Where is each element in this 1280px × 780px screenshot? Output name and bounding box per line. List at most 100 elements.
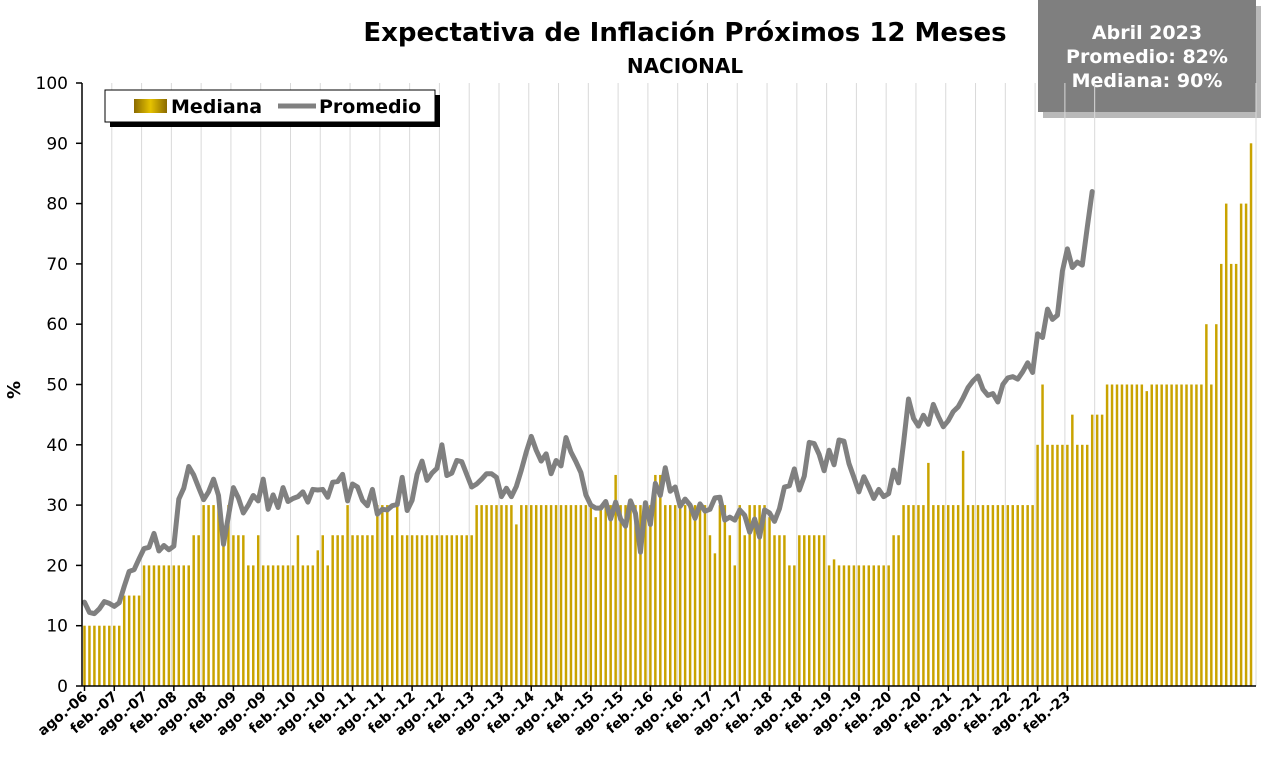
chart-subtitle: NACIONAL — [626, 54, 744, 78]
bar-mediana — [1234, 263, 1238, 686]
bar-mediana — [1160, 384, 1163, 686]
bar-mediana — [1085, 444, 1089, 686]
bar-mediana — [455, 535, 459, 686]
bar-mediana — [157, 565, 161, 686]
bar-mediana — [1175, 384, 1178, 686]
bar-mediana — [857, 565, 861, 686]
bar-mediana — [435, 535, 439, 686]
bar-mediana — [971, 505, 975, 686]
bar-mediana — [927, 462, 930, 686]
bar-mediana — [1081, 444, 1084, 686]
bar-mediana — [534, 505, 538, 686]
bar-mediana — [1150, 384, 1153, 686]
bar-mediana — [1229, 263, 1233, 686]
bar-mediana — [520, 505, 523, 686]
bar-mediana — [103, 625, 106, 686]
bar-mediana — [227, 505, 230, 686]
infobox-median: Mediana: 90% — [1071, 70, 1223, 92]
bar-mediana — [986, 505, 990, 686]
bar-mediana — [1056, 444, 1059, 686]
bar-mediana — [1185, 384, 1188, 686]
bar-mediana — [827, 565, 831, 686]
bar-mediana — [1036, 444, 1039, 686]
bar-layer — [83, 143, 1253, 687]
bar-mediana — [793, 565, 796, 686]
bar-mediana — [1190, 384, 1193, 686]
bar-mediana — [1046, 444, 1049, 686]
bar-mediana — [1061, 444, 1064, 686]
bar-mediana — [937, 505, 940, 686]
bar-mediana — [956, 505, 960, 686]
bar-mediana — [1115, 384, 1119, 686]
bar-mediana — [703, 505, 707, 686]
y-axis-label: % — [4, 381, 25, 399]
bar-mediana — [162, 565, 166, 686]
bar-mediana — [281, 565, 285, 686]
bar-mediana — [361, 535, 364, 686]
bar-mediana — [614, 474, 617, 686]
bar-mediana — [579, 505, 583, 686]
bar-mediana — [351, 535, 354, 686]
bar-mediana — [261, 565, 265, 686]
bar-mediana — [1244, 203, 1248, 686]
bar-mediana — [266, 565, 270, 686]
bar-mediana — [1051, 444, 1054, 686]
y-tick-label: 90 — [46, 134, 68, 154]
bar-mediana — [356, 535, 359, 686]
bar-mediana — [664, 505, 667, 686]
bar-mediana — [569, 505, 573, 686]
bar-mediana — [852, 565, 856, 686]
bar-mediana — [877, 565, 880, 686]
bar-mediana — [902, 505, 905, 686]
bar-mediana — [619, 505, 622, 686]
bar-mediana — [649, 505, 652, 686]
bar-mediana — [291, 565, 295, 686]
bar-mediana — [1180, 384, 1183, 686]
bar-mediana — [108, 625, 111, 686]
bar-mediana — [1130, 384, 1134, 686]
bar-mediana — [1155, 384, 1158, 686]
bar-mediana — [1016, 505, 1019, 686]
bar-mediana — [654, 474, 657, 686]
infobox-average: Promedio: 82% — [1066, 46, 1228, 68]
bar-mediana — [252, 565, 255, 686]
bar-mediana — [286, 565, 290, 686]
bar-mediana — [867, 565, 871, 686]
bar-mediana — [996, 505, 1000, 686]
legend: Mediana Promedio — [104, 89, 440, 127]
bar-mediana — [460, 535, 463, 686]
bar-mediana — [242, 535, 245, 686]
bar-mediana — [887, 565, 890, 686]
bar-mediana — [113, 625, 116, 686]
bar-mediana — [698, 505, 702, 686]
bar-mediana — [897, 535, 900, 686]
bar-mediana — [1031, 505, 1034, 686]
bar-mediana — [837, 565, 841, 686]
bar-mediana — [296, 535, 300, 686]
bar-mediana — [966, 505, 970, 686]
bar-mediana — [604, 505, 607, 686]
bar-mediana — [376, 505, 379, 686]
bar-mediana — [847, 565, 851, 686]
bar-mediana — [450, 535, 454, 686]
bar-mediana — [391, 535, 394, 686]
infobox-date: Abril 2023 — [1091, 22, 1203, 44]
bar-mediana — [733, 565, 737, 686]
bar-mediana — [644, 505, 647, 686]
bar-mediana — [117, 625, 121, 686]
bar-mediana — [832, 559, 836, 686]
bar-mediana — [445, 535, 449, 686]
bar-mediana — [440, 535, 444, 686]
bar-mediana — [1215, 324, 1218, 686]
bar-mediana — [197, 535, 200, 686]
bar-mediana — [554, 505, 558, 686]
bar-mediana — [783, 535, 786, 686]
bar-mediana — [753, 505, 756, 686]
bar-mediana — [142, 565, 146, 686]
bar-mediana — [758, 505, 761, 686]
bar-mediana — [1026, 505, 1029, 686]
bar-mediana — [589, 505, 593, 686]
bar-mediana — [743, 535, 746, 686]
bar-mediana — [609, 505, 612, 686]
bar-mediana — [574, 505, 578, 686]
